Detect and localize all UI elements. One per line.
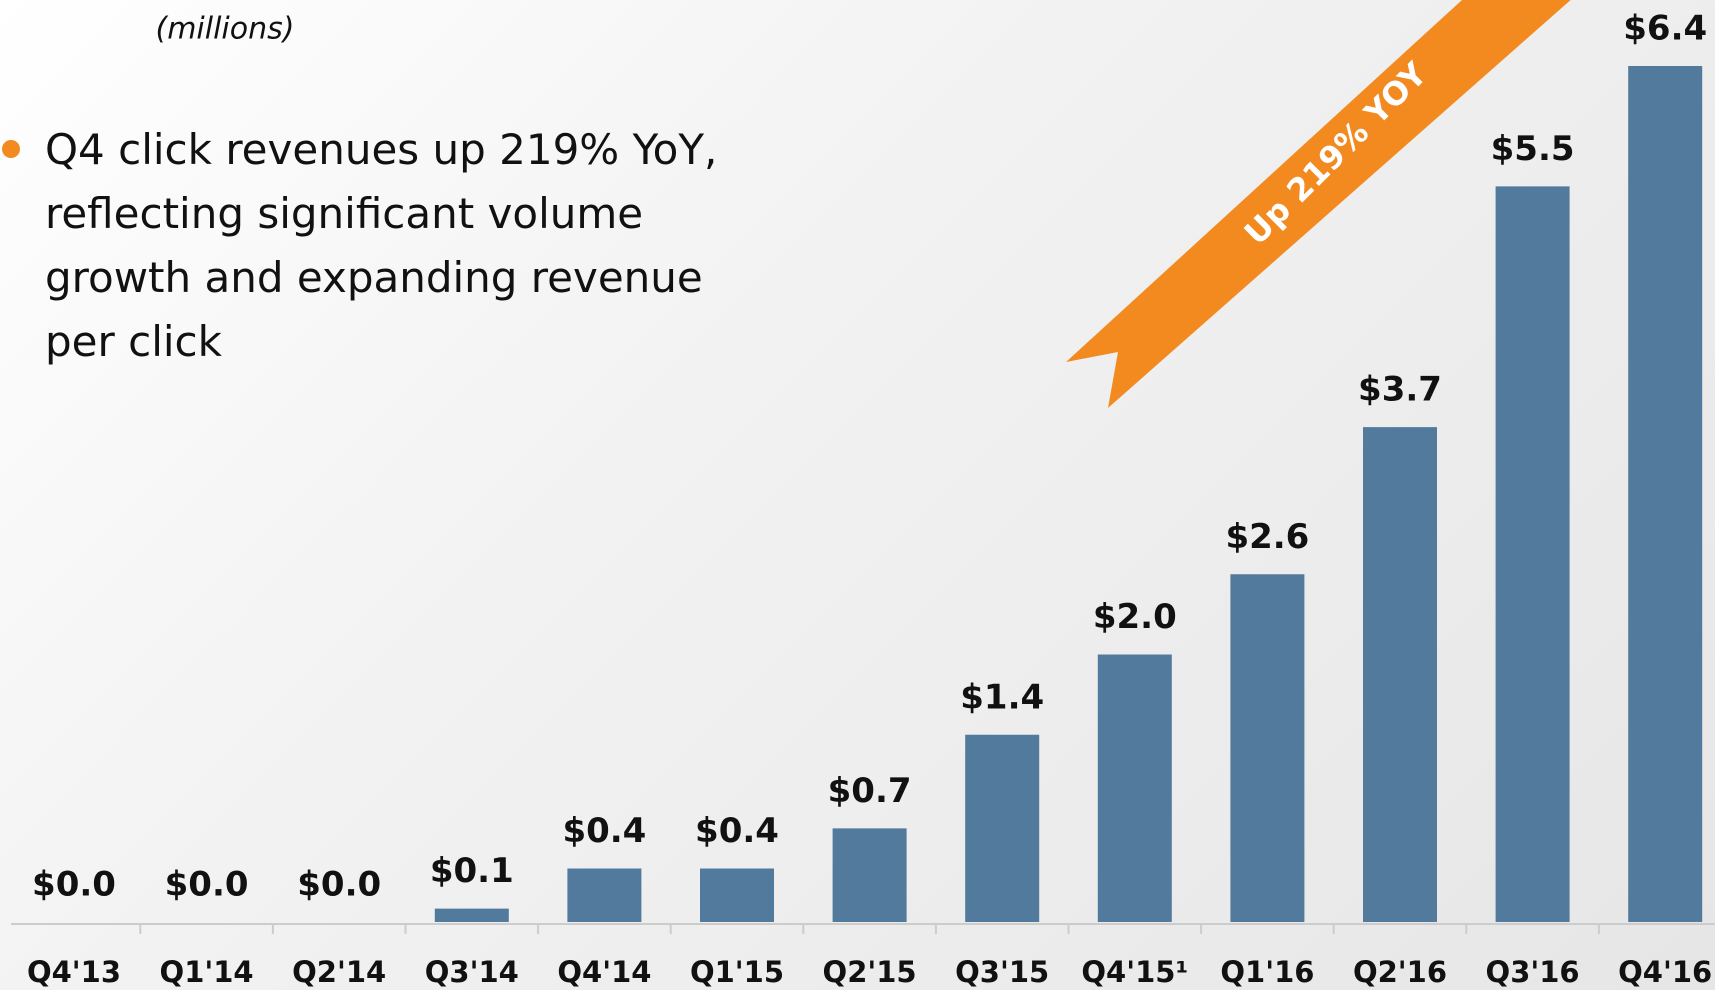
x-tick-label: Q3'14	[425, 955, 519, 989]
bullet-text: Q4 click revenues up 219% YoY, reflectin…	[45, 125, 718, 366]
value-label: $0.0	[165, 865, 249, 905]
x-tick-label: Q2'16	[1353, 955, 1447, 989]
subtitle: (millions)	[156, 12, 295, 47]
value-label: $1.4	[960, 677, 1044, 717]
value-label: $0.4	[562, 811, 646, 851]
value-label: $2.6	[1225, 517, 1309, 557]
bar	[832, 828, 907, 922]
value-label: $0.0	[32, 865, 116, 905]
bar	[965, 734, 1040, 922]
value-label: $2.0	[1093, 597, 1177, 637]
bar	[567, 868, 642, 922]
x-tick-label: Q1'14	[160, 955, 254, 989]
x-tick-label: Q4'16	[1618, 955, 1712, 989]
bar	[1363, 427, 1437, 922]
value-label: $0.0	[297, 865, 381, 905]
bar	[700, 868, 774, 922]
x-tick-label: Q4'14	[557, 955, 651, 989]
x-tick-label: Q1'16	[1220, 955, 1314, 989]
value-label: $0.7	[828, 771, 912, 811]
bar	[434, 908, 509, 922]
x-tick-label: Q2'15	[823, 955, 917, 989]
growth-arrow	[1066, 0, 1571, 408]
value-label: $3.7	[1358, 370, 1442, 410]
x-tick-label: Q4'13	[27, 955, 121, 989]
bar	[1628, 66, 1703, 922]
value-label: $6.4	[1623, 9, 1707, 49]
x-tick-label: Q3'15	[955, 955, 1049, 989]
annotation: Up 219% YOY	[1237, 54, 1435, 252]
bullet-dot	[2, 140, 20, 158]
value-label: $5.5	[1491, 129, 1575, 169]
bar	[1097, 654, 1172, 922]
bar	[1495, 186, 1570, 922]
bar	[1230, 574, 1305, 922]
x-tick-label: Q2'14	[292, 955, 386, 989]
x-tick-label: Q1'15	[690, 955, 784, 989]
value-label: $0.4	[695, 811, 779, 851]
x-tick-label: Q3'16	[1486, 955, 1580, 989]
value-label: $0.1	[430, 851, 514, 891]
x-tick-label: Q4'15¹	[1081, 955, 1188, 989]
